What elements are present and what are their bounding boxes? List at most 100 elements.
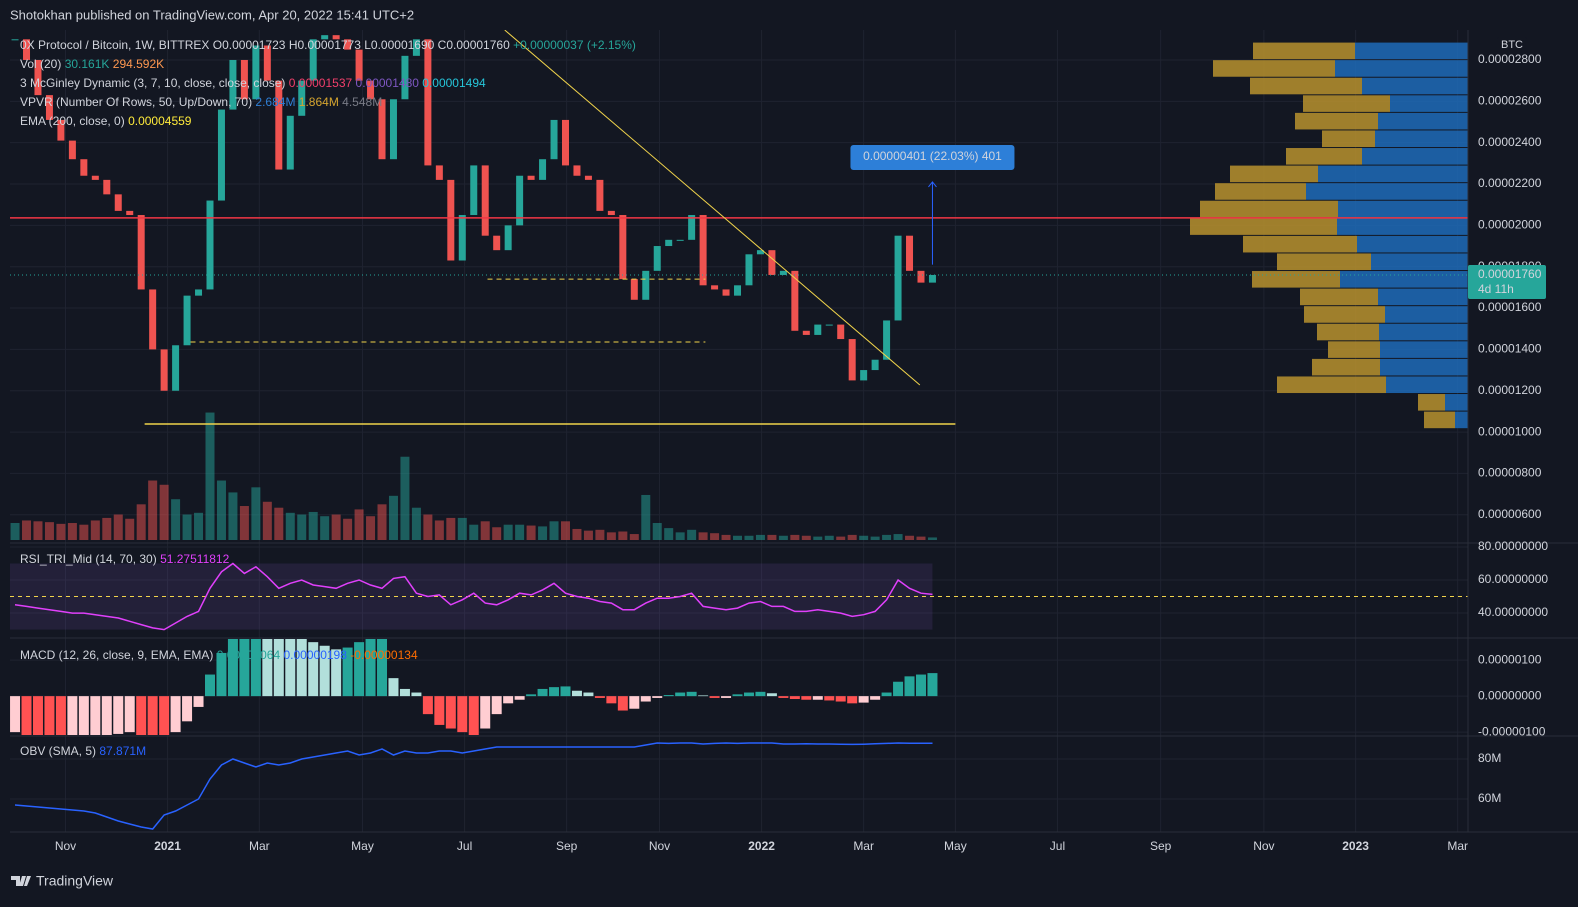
volume-bar: [503, 524, 513, 540]
legend: EMA (200, close, 0) 0.00004559: [20, 114, 192, 128]
candle: [389, 99, 397, 160]
candle: [539, 159, 547, 180]
candle: [825, 324, 833, 326]
candle: [332, 35, 340, 40]
y-tick-label: 0.00002200: [1478, 176, 1542, 190]
legend-item: H0.00001773: [289, 38, 361, 52]
macd-bar: [193, 696, 204, 707]
vpvr-down: [1424, 411, 1455, 429]
candle: [756, 250, 764, 255]
macd-bar: [870, 696, 881, 700]
macd-bar: [399, 688, 410, 697]
macd-bar: [411, 692, 422, 697]
y-tick-label: 40.00000000: [1478, 605, 1548, 619]
legend-item: L0.00001690: [364, 38, 434, 52]
volume-bar: [228, 492, 238, 540]
candle: [57, 119, 65, 141]
y-tick-label: 80M: [1478, 751, 1501, 765]
candle: [676, 239, 684, 241]
volume-bar: [102, 517, 112, 540]
vpvr-up: [1455, 411, 1468, 429]
volume-bar: [308, 511, 318, 540]
candle: [321, 35, 329, 40]
macd-bar: [675, 692, 686, 697]
candle: [435, 165, 443, 180]
candle: [229, 59, 237, 110]
candle: [722, 289, 730, 296]
y-tick-label: 0.00000800: [1478, 466, 1542, 480]
macd-bar: [789, 696, 800, 700]
volume-bar: [457, 517, 467, 540]
volume-bar: [67, 523, 77, 540]
candle: [607, 210, 615, 216]
volume-bar: [916, 536, 926, 540]
macd-bar: [503, 696, 514, 704]
candle: [584, 175, 592, 180]
candle: [23, 39, 31, 60]
candle: [768, 250, 776, 275]
macd-bar: [365, 639, 376, 697]
macd-bar: [686, 691, 697, 697]
volume-bar: [629, 534, 639, 540]
legend-item: Vol (20): [20, 57, 61, 71]
candle: [883, 320, 891, 360]
y-tick-label: 0.00002000: [1478, 218, 1542, 232]
measure-arrowhead: [928, 181, 937, 188]
volume-bar: [343, 518, 353, 540]
candle: [894, 235, 902, 321]
volume-bar: [526, 525, 536, 540]
volume-bar: [113, 514, 123, 540]
macd-bar: [159, 696, 170, 735]
candle: [665, 239, 673, 247]
candle: [137, 215, 145, 290]
volume-bar: [767, 534, 777, 540]
legend-item: +0.00000037 (+2.15%): [513, 38, 636, 52]
legend-item: C0.00001760: [438, 38, 510, 52]
volume-bar: [320, 516, 330, 540]
legend: VPVR (Number Of Rows, 50, Up/Down, 70) 2…: [20, 95, 382, 109]
candle: [573, 165, 581, 176]
candle: [642, 270, 650, 300]
candle: [424, 39, 432, 166]
indicator-line: [14, 742, 933, 830]
macd-bar: [308, 642, 319, 697]
volume-bar: [641, 494, 651, 540]
vpvr-down: [1317, 323, 1379, 341]
legend-item: OBV (SMA, 5): [20, 744, 96, 758]
x-tick-label: Nov: [1253, 839, 1274, 853]
macd-bar: [583, 692, 594, 697]
legend-item: 0.00000198: [283, 648, 347, 662]
legend-item: 1.864M: [299, 95, 339, 109]
candle: [195, 289, 203, 296]
macd-bar: [113, 696, 124, 734]
vpvr-up: [1340, 271, 1468, 288]
volume-bar: [801, 535, 811, 540]
vpvr-up: [1362, 77, 1468, 95]
legend-item: 30.161K: [65, 57, 110, 71]
y-tick-label: 0.00001200: [1478, 383, 1542, 397]
y-tick-label: 0.00001600: [1478, 300, 1542, 314]
x-tick-label: Sep: [1150, 839, 1172, 853]
volume-bar: [744, 535, 754, 540]
vpvr-up: [1379, 323, 1468, 341]
volume-bar: [698, 532, 708, 540]
vpvr-down: [1295, 112, 1378, 130]
y-tick-label: 0.00000000: [1478, 688, 1542, 702]
y-tick-label: 80.00000000: [1478, 539, 1548, 553]
macd-bar: [721, 696, 732, 698]
candle: [745, 254, 753, 286]
macd-bar: [21, 696, 32, 735]
axes: Nov 2021 Mar May Jul Sep Nov 2022 Mar May Jul Sep No…: [10, 30, 1578, 853]
macd-bar: [44, 696, 55, 735]
vpvr-up: [1380, 358, 1468, 376]
volume-bar: [652, 523, 662, 540]
vpvr-down: [1300, 288, 1378, 306]
candle: [779, 270, 787, 275]
volume-bar: [388, 495, 398, 540]
legend: MACD (12, 26, close, 9, EMA, EMA) 0.0000…: [20, 648, 418, 662]
candle: [286, 115, 294, 170]
legend-item: 2.684M: [255, 95, 295, 109]
volume-bar: [595, 529, 605, 540]
vpvr-down: [1328, 341, 1380, 358]
macd-bar: [10, 696, 21, 733]
